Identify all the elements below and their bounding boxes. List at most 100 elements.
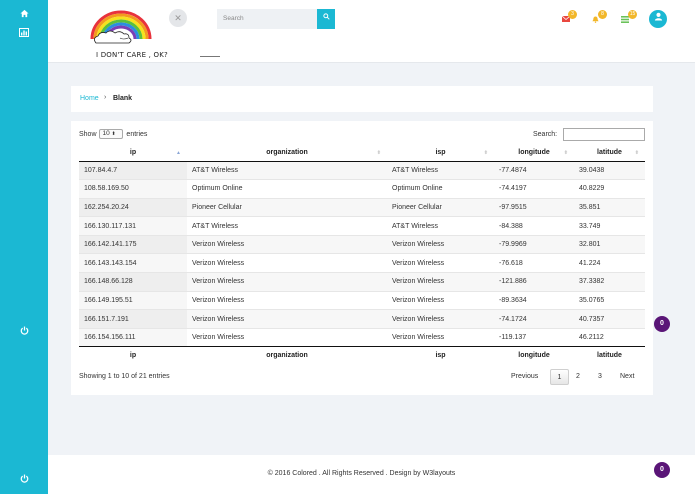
footer-header-ip: ip [79, 346, 187, 364]
table-footer-row: ip organization isp longitude latitude [79, 346, 645, 364]
pagination-previous[interactable]: Previous [511, 373, 539, 380]
tasks-icon [621, 16, 629, 25]
table-row[interactable]: 108.58.169.50 Optimum Online Optimum Onlin… [79, 179, 645, 199]
rainbow-logo[interactable]: I DON'T CARE , OK? [86, 5, 220, 59]
pagination-page-1[interactable]: 1 [550, 369, 569, 385]
table-row[interactable]: 166.154.156.111 Verizon Wireless Verizon W… [79, 327, 645, 347]
logo-signature [200, 56, 220, 57]
tasks-count-badge: 15 [628, 10, 637, 19]
close-button[interactable]: ✕ [169, 9, 187, 27]
cell-longitude: -119.137 [494, 327, 574, 347]
cell-ip: 166.130.117.131 [79, 216, 187, 236]
cell-ip: 166.149.195.51 [79, 290, 187, 310]
chart-icon[interactable] [0, 28, 48, 39]
table-row[interactable]: 162.254.20.24 Pioneer Cellular Pioneer Cel… [79, 197, 645, 217]
table-search-label: Search: [533, 131, 558, 138]
cell-latitude: 46.2112 [574, 327, 645, 347]
cell-latitude: 35.851 [574, 197, 645, 217]
cell-latitude: 35.0765 [574, 290, 645, 310]
cell-organization: Verizon Wireless [187, 290, 387, 310]
table-row[interactable]: 107.84.4.7 AT&T Wireless AT&T Wireless -77.… [79, 160, 645, 180]
search-button[interactable] [317, 9, 335, 29]
home-icon[interactable] [0, 9, 48, 20]
table-row[interactable]: 166.148.66.128 Verizon Wireless Verizon Wi… [79, 272, 645, 292]
cell-isp: Verizon Wireless [387, 309, 494, 329]
table-body: 107.84.4.7 AT&T Wireless AT&T Wireless -77.… [79, 160, 645, 347]
power-icon[interactable] [0, 474, 48, 485]
cell-organization: Optimum Online [187, 179, 387, 199]
footer-chat-badge[interactable]: 0 [654, 462, 670, 478]
cell-ip: 166.142.141.175 [79, 234, 187, 254]
pagination-page-3[interactable]: 3 [598, 373, 602, 380]
sort-icon: ⬍ [563, 150, 568, 156]
table-row[interactable]: 166.151.7.191 Verizon Wireless Verizon Wir… [79, 309, 645, 329]
datatable-card: Show 10 ⬍ entries Search: ip ▲ organizati… [71, 121, 653, 395]
table-info: Showing 1 to 10 of 21 entries [79, 373, 170, 380]
breadcrumb-home-link[interactable]: Home [80, 95, 99, 102]
cell-isp: Pioneer Cellular [387, 197, 494, 217]
search-input[interactable]: Search [217, 9, 317, 29]
ip-table: ip ▲ organization ⬍ isp ⬍ longitude ⬍ latitu… [79, 145, 645, 364]
cell-isp: Verizon Wireless [387, 272, 494, 292]
cell-longitude: -74.4197 [494, 179, 574, 199]
pagination-next[interactable]: Next [620, 373, 635, 380]
cell-longitude: -77.4874 [494, 160, 574, 180]
column-header-ip[interactable]: ip ▲ [79, 145, 187, 162]
column-header-isp[interactable]: isp ⬍ [387, 145, 494, 162]
cell-isp: Verizon Wireless [387, 253, 494, 273]
table-search-input[interactable] [563, 128, 645, 141]
footer-header-latitude: latitude [574, 346, 645, 364]
cell-isp: AT&T Wireless [387, 216, 494, 236]
logo-text: I DON'T CARE , OK? [96, 51, 168, 59]
footer-copyright: © 2016 Colored . All Rights Reserved . D… [267, 470, 456, 477]
floating-chat-badge[interactable]: 0 [654, 316, 670, 332]
table-row[interactable]: 166.143.143.154 Verizon Wireless Verizon W… [79, 253, 645, 273]
table-row[interactable]: 166.149.195.51 Verizon Wireless Verizon Wi… [79, 290, 645, 310]
cell-organization: Verizon Wireless [187, 327, 387, 347]
cell-ip: 108.58.169.50 [79, 179, 187, 199]
cell-longitude: -79.9969 [494, 234, 574, 254]
table-row[interactable]: 166.142.141.175 Verizon Wireless Verizon W… [79, 234, 645, 254]
entries-label: entries [126, 130, 148, 138]
cell-longitude: -89.3634 [494, 290, 574, 310]
cell-longitude: -97.9515 [494, 197, 574, 217]
user-avatar[interactable] [649, 10, 667, 28]
power-icon[interactable] [0, 326, 48, 337]
bell-count-badge: 8 [598, 10, 607, 19]
cell-latitude: 40.7357 [574, 309, 645, 329]
cell-isp: Verizon Wireless [387, 327, 494, 347]
breadcrumb-current: Blank [113, 95, 133, 102]
cell-longitude: -74.1724 [494, 309, 574, 329]
cell-longitude: -76.618 [494, 253, 574, 273]
cell-organization: Verizon Wireless [187, 234, 387, 254]
footer: © 2016 Colored . All Rights Reserved . D… [48, 455, 695, 494]
cell-ip: 166.148.66.128 [79, 272, 187, 292]
cell-latitude: 37.3382 [574, 272, 645, 292]
cell-organization: AT&T Wireless [187, 160, 387, 180]
cell-ip: 166.154.156.111 [79, 327, 187, 347]
bell-icon [592, 16, 599, 25]
cell-longitude: -84.388 [494, 216, 574, 236]
sort-icon: ⬍ [376, 150, 381, 156]
entries-length-select[interactable]: 10 ⬍ [99, 129, 124, 139]
entries-length-value: 10 [102, 130, 110, 137]
select-arrows-icon: ⬍ [111, 131, 116, 137]
breadcrumb: Home › Blank [71, 86, 653, 112]
cell-latitude: 32.801 [574, 234, 645, 254]
table-row[interactable]: 166.130.117.131 AT&T Wireless AT&T Wireles… [79, 216, 645, 236]
top-header: I DON'T CARE , OK? ✕ Search 3 8 15 [48, 0, 695, 63]
cell-organization: AT&T Wireless [187, 216, 387, 236]
breadcrumb-separator: › [104, 94, 107, 101]
cell-organization: Verizon Wireless [187, 272, 387, 292]
column-header-latitude[interactable]: latitude ⬍ [574, 145, 645, 162]
cell-latitude: 40.8229 [574, 179, 645, 199]
cell-ip: 162.254.20.24 [79, 197, 187, 217]
column-header-organization[interactable]: organization ⬍ [187, 145, 387, 162]
column-header-longitude[interactable]: longitude ⬍ [494, 145, 574, 162]
cell-isp: Verizon Wireless [387, 290, 494, 310]
footer-header-organization: organization [187, 346, 387, 364]
cell-ip: 166.143.143.154 [79, 253, 187, 273]
cell-ip: 107.84.4.7 [79, 160, 187, 180]
sort-asc-icon: ▲ [176, 150, 181, 156]
pagination-page-2[interactable]: 2 [576, 373, 580, 380]
